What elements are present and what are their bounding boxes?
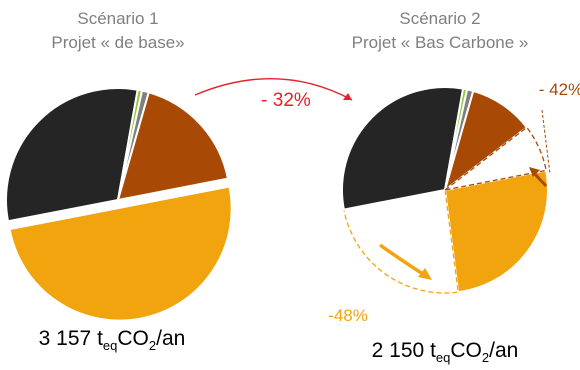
- pie1-slice-1: [5, 87, 139, 223]
- brown-change-leader: [541, 109, 551, 175]
- overall-change-label: - 32%: [261, 90, 311, 111]
- scenario1-subtitle: Projet « de base»: [51, 33, 184, 52]
- scenario2-total-value: 2 150: [372, 339, 425, 362]
- pie2-slice-1: [341, 86, 465, 211]
- scenario1-total-value: 3 157: [39, 327, 92, 350]
- scenario1-title: Scénario 1: [77, 9, 158, 28]
- pie2-slice-0: [443, 169, 549, 294]
- scenario1-total-unit-tail: /an: [156, 327, 185, 350]
- scenario1-total-unit: t: [97, 327, 103, 350]
- scenario1-total-unit-sub: eq: [103, 338, 117, 353]
- scenario2-total-unit-2: 2: [482, 350, 489, 365]
- pie1-slice-0: [8, 185, 233, 322]
- scenario1-pie: [5, 87, 233, 322]
- orange-change-arrow: [378, 243, 432, 280]
- scenario2-total-unit: t: [430, 339, 436, 362]
- scenario2-total-unit-tail: /an: [489, 339, 518, 362]
- scenario1-total-unit-2: 2: [149, 338, 156, 353]
- brown-change-label: - 42%: [539, 80, 580, 99]
- scenario1-total: 3 157 teqCO2/an: [39, 327, 186, 353]
- scenario2-total: 2 150 teqCO2/an: [372, 339, 519, 365]
- orange-change-label: -48%: [328, 306, 368, 325]
- scenario2-pie: [341, 86, 549, 294]
- brown-change-arrow: [529, 167, 548, 188]
- scenario2-total-unit-co: CO: [450, 339, 482, 362]
- pie2-slice-4: [443, 89, 529, 193]
- scenario2-title: Scénario 2: [399, 9, 480, 28]
- scenario1-total-unit-co: CO: [117, 327, 149, 350]
- pie1-slice-4: [116, 91, 230, 202]
- overall-change-arrow: [194, 77, 353, 101]
- scenario2-subtitle: Projet « Bas Carbone »: [352, 33, 529, 52]
- scenario2-total-unit-sub: eq: [436, 350, 450, 365]
- pie2-removed-0: [343, 189, 459, 294]
- pie2-removed-1: [444, 126, 547, 191]
